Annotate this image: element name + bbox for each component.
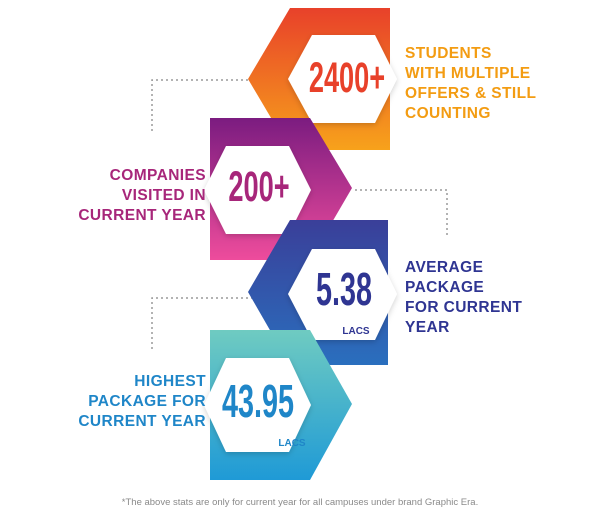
stat-label-1-line: COUNTING [405, 105, 491, 122]
stat-label-3-line: AVERAGE [405, 259, 484, 276]
stat-label-4-line: HIGHEST [134, 373, 206, 390]
stat-label-2-line: COMPANIES [109, 167, 206, 184]
hexagon-4395 [204, 330, 352, 480]
stat-label-4-line: CURRENT YEAR [78, 413, 206, 430]
stat-unit-3: LACS [342, 326, 370, 337]
stat-value-1: 2400+ [309, 54, 385, 102]
stat-label-3: AVERAGE PACKAGE FOR CURRENT YEAR [405, 258, 575, 338]
connector-3 [151, 297, 258, 352]
stat-label-1-line: WITH MULTIPLE [405, 65, 531, 82]
stat-label-3-line: YEAR [405, 319, 450, 336]
stat-label-4: HIGHEST PACKAGE FOR CURRENT YEAR [40, 372, 206, 432]
stat-label-1: STUDENTS WITH MULTIPLE OFFERS & STILL CO… [405, 44, 585, 124]
stat-label-1-line: STUDENTS [405, 45, 492, 62]
stat-value-4: 43.95 [222, 376, 294, 428]
stat-label-4-line: PACKAGE FOR [88, 393, 206, 410]
stat-label-3-line: PACKAGE [405, 279, 485, 296]
stat-value-3: 5.38 [316, 264, 372, 316]
connector-1 [151, 79, 258, 132]
stat-value-2: 200+ [228, 163, 289, 211]
stat-label-2-line: VISITED IN [121, 187, 206, 204]
footnote: *The above stats are only for current ye… [121, 497, 479, 508]
hexagon-538 [248, 220, 397, 365]
stat-label-2: COMPANIES VISITED IN CURRENT YEAR [40, 166, 206, 226]
stat-label-1-line: OFFERS & STILL [405, 85, 537, 102]
hexagon-2400 [248, 8, 397, 150]
stat-label-2-line: CURRENT YEAR [78, 207, 206, 224]
stat-unit-4: LACS [278, 438, 306, 449]
stat-label-3-line: FOR CURRENT [405, 299, 523, 316]
connector-2 [355, 189, 448, 236]
